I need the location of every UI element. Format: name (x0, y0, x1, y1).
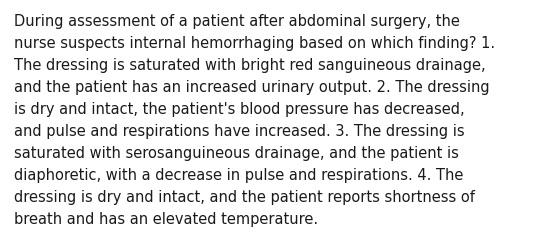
Text: breath and has an elevated temperature.: breath and has an elevated temperature. (14, 211, 318, 226)
Text: The dressing is saturated with bright red sanguineous drainage,: The dressing is saturated with bright re… (14, 58, 485, 73)
Text: During assessment of a patient after abdominal surgery, the: During assessment of a patient after abd… (14, 14, 460, 29)
Text: saturated with serosanguineous drainage, and the patient is: saturated with serosanguineous drainage,… (14, 146, 459, 160)
Text: and pulse and respirations have increased. 3. The dressing is: and pulse and respirations have increase… (14, 124, 465, 138)
Text: nurse suspects internal hemorrhaging based on which finding? 1.: nurse suspects internal hemorrhaging bas… (14, 36, 495, 51)
Text: diaphoretic, with a decrease in pulse and respirations. 4. The: diaphoretic, with a decrease in pulse an… (14, 167, 463, 182)
Text: dressing is dry and intact, and the patient reports shortness of: dressing is dry and intact, and the pati… (14, 189, 475, 204)
Text: is dry and intact, the patient's blood pressure has decreased,: is dry and intact, the patient's blood p… (14, 102, 465, 116)
Text: and the patient has an increased urinary output. 2. The dressing: and the patient has an increased urinary… (14, 80, 489, 94)
